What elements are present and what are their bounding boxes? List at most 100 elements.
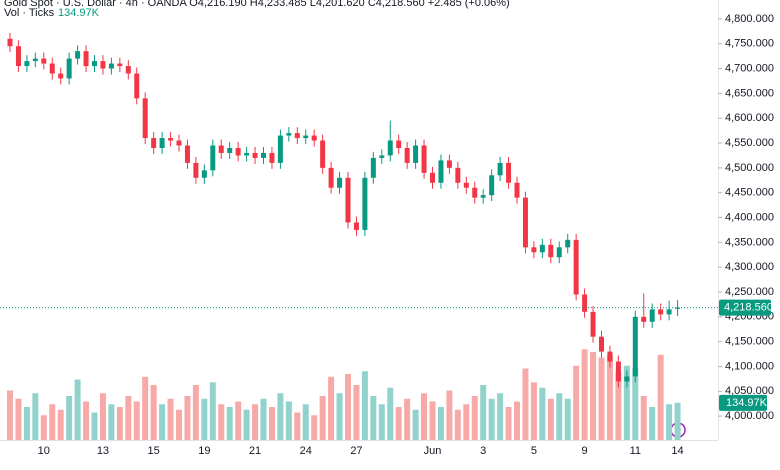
candle-body bbox=[632, 316, 638, 377]
volume-bar bbox=[623, 365, 630, 440]
volume-bar bbox=[361, 371, 368, 440]
volume-bar bbox=[564, 398, 571, 440]
candle-body bbox=[472, 187, 478, 198]
candle-body bbox=[345, 177, 351, 223]
candle-body bbox=[210, 145, 216, 171]
last-price-label: 4,218.560 bbox=[724, 302, 773, 314]
volume-last-value: 134.97K bbox=[58, 7, 100, 19]
candle-body bbox=[565, 239, 571, 248]
volume-bar bbox=[606, 354, 613, 440]
y-tick-label: 4,450.000 bbox=[725, 187, 774, 199]
candle-body bbox=[49, 63, 55, 74]
volume-name: Vol · Ticks bbox=[4, 7, 55, 19]
candle-body bbox=[413, 145, 419, 163]
candle-body bbox=[252, 152, 258, 158]
candle-body bbox=[108, 63, 114, 69]
x-tick-label: 24 bbox=[300, 445, 312, 457]
volume-bar bbox=[260, 398, 267, 440]
volume-bar bbox=[99, 393, 106, 440]
candle-body bbox=[615, 361, 621, 382]
x-tick-label: 21 bbox=[249, 445, 261, 457]
volume-bar bbox=[184, 396, 191, 440]
volume-bar bbox=[83, 401, 90, 440]
candle-body bbox=[75, 51, 81, 59]
volume-bar bbox=[285, 401, 292, 440]
candle-body bbox=[675, 307, 681, 309]
x-tick-label: 19 bbox=[198, 445, 210, 457]
volume-bar bbox=[116, 407, 123, 440]
volume-bar bbox=[632, 368, 639, 440]
volume-bar bbox=[167, 398, 174, 440]
volume-bar bbox=[353, 385, 360, 440]
candle-body bbox=[531, 247, 537, 253]
y-tick-label: 4,750.000 bbox=[725, 38, 774, 50]
candle-body bbox=[184, 145, 190, 163]
volume-bar bbox=[57, 409, 64, 440]
candle-body bbox=[514, 182, 520, 198]
x-tick-label: 3 bbox=[480, 445, 486, 457]
candle-body bbox=[32, 58, 38, 62]
candle-body bbox=[641, 316, 647, 322]
volume-bar bbox=[556, 393, 563, 440]
volume-bar bbox=[573, 365, 580, 440]
volume-bar bbox=[32, 393, 39, 440]
candle-body bbox=[193, 162, 199, 178]
volume-bar bbox=[421, 393, 428, 440]
volume-bar bbox=[514, 401, 520, 440]
candle-body bbox=[311, 135, 317, 141]
volume-bar bbox=[522, 368, 529, 440]
candle-body bbox=[244, 152, 250, 156]
volume-bar bbox=[319, 396, 326, 440]
candle-body bbox=[41, 58, 47, 64]
volume-bar bbox=[7, 390, 13, 440]
candle-body bbox=[438, 160, 444, 183]
volume-bar bbox=[649, 407, 656, 440]
x-tick-label: 27 bbox=[350, 445, 362, 457]
volume-bar bbox=[235, 401, 242, 440]
volume-bar bbox=[328, 376, 335, 440]
candle-body bbox=[624, 376, 630, 382]
candle-body bbox=[269, 152, 275, 163]
volume-bar bbox=[209, 382, 216, 440]
volume-bar bbox=[615, 371, 622, 440]
candle-body bbox=[497, 162, 503, 176]
candle-body bbox=[142, 98, 148, 139]
candle-body bbox=[387, 140, 393, 156]
candle-body bbox=[15, 46, 21, 67]
candle-body bbox=[489, 175, 495, 196]
volume-bar bbox=[218, 404, 225, 440]
y-tick-label: 4,550.000 bbox=[725, 137, 774, 149]
y-tick-label: 4,050.000 bbox=[725, 385, 774, 397]
volume-bar bbox=[666, 404, 673, 440]
candle-body bbox=[134, 73, 140, 99]
candle-body bbox=[117, 63, 123, 67]
x-tick-label: 14 bbox=[671, 445, 683, 457]
volume-bar bbox=[471, 396, 478, 440]
volume-bar bbox=[674, 402, 681, 440]
candle-body bbox=[573, 239, 579, 295]
candle-body bbox=[201, 170, 207, 178]
candle-body bbox=[58, 73, 64, 79]
volume-bar bbox=[23, 407, 30, 440]
volume-bar bbox=[108, 404, 115, 440]
candle-body bbox=[151, 138, 157, 148]
volume-bar bbox=[505, 407, 512, 440]
candle-body bbox=[370, 157, 376, 178]
volume-bar bbox=[336, 393, 343, 440]
volume-bar bbox=[640, 396, 647, 440]
candle-body bbox=[421, 145, 427, 173]
candle-body bbox=[83, 51, 89, 67]
y-tick-label: 4,350.000 bbox=[725, 236, 774, 248]
volume-bar bbox=[15, 398, 22, 440]
candle-body bbox=[455, 167, 461, 183]
candle-body bbox=[396, 140, 402, 148]
y-tick-label: 4,800.000 bbox=[725, 13, 774, 25]
volume-bar bbox=[125, 396, 132, 440]
volume-bar bbox=[345, 374, 351, 440]
candle-body bbox=[303, 135, 309, 139]
x-tick-label: 9 bbox=[582, 445, 588, 457]
volume-bar bbox=[302, 404, 309, 440]
volume-bar bbox=[201, 398, 208, 440]
candle-body bbox=[227, 147, 233, 153]
